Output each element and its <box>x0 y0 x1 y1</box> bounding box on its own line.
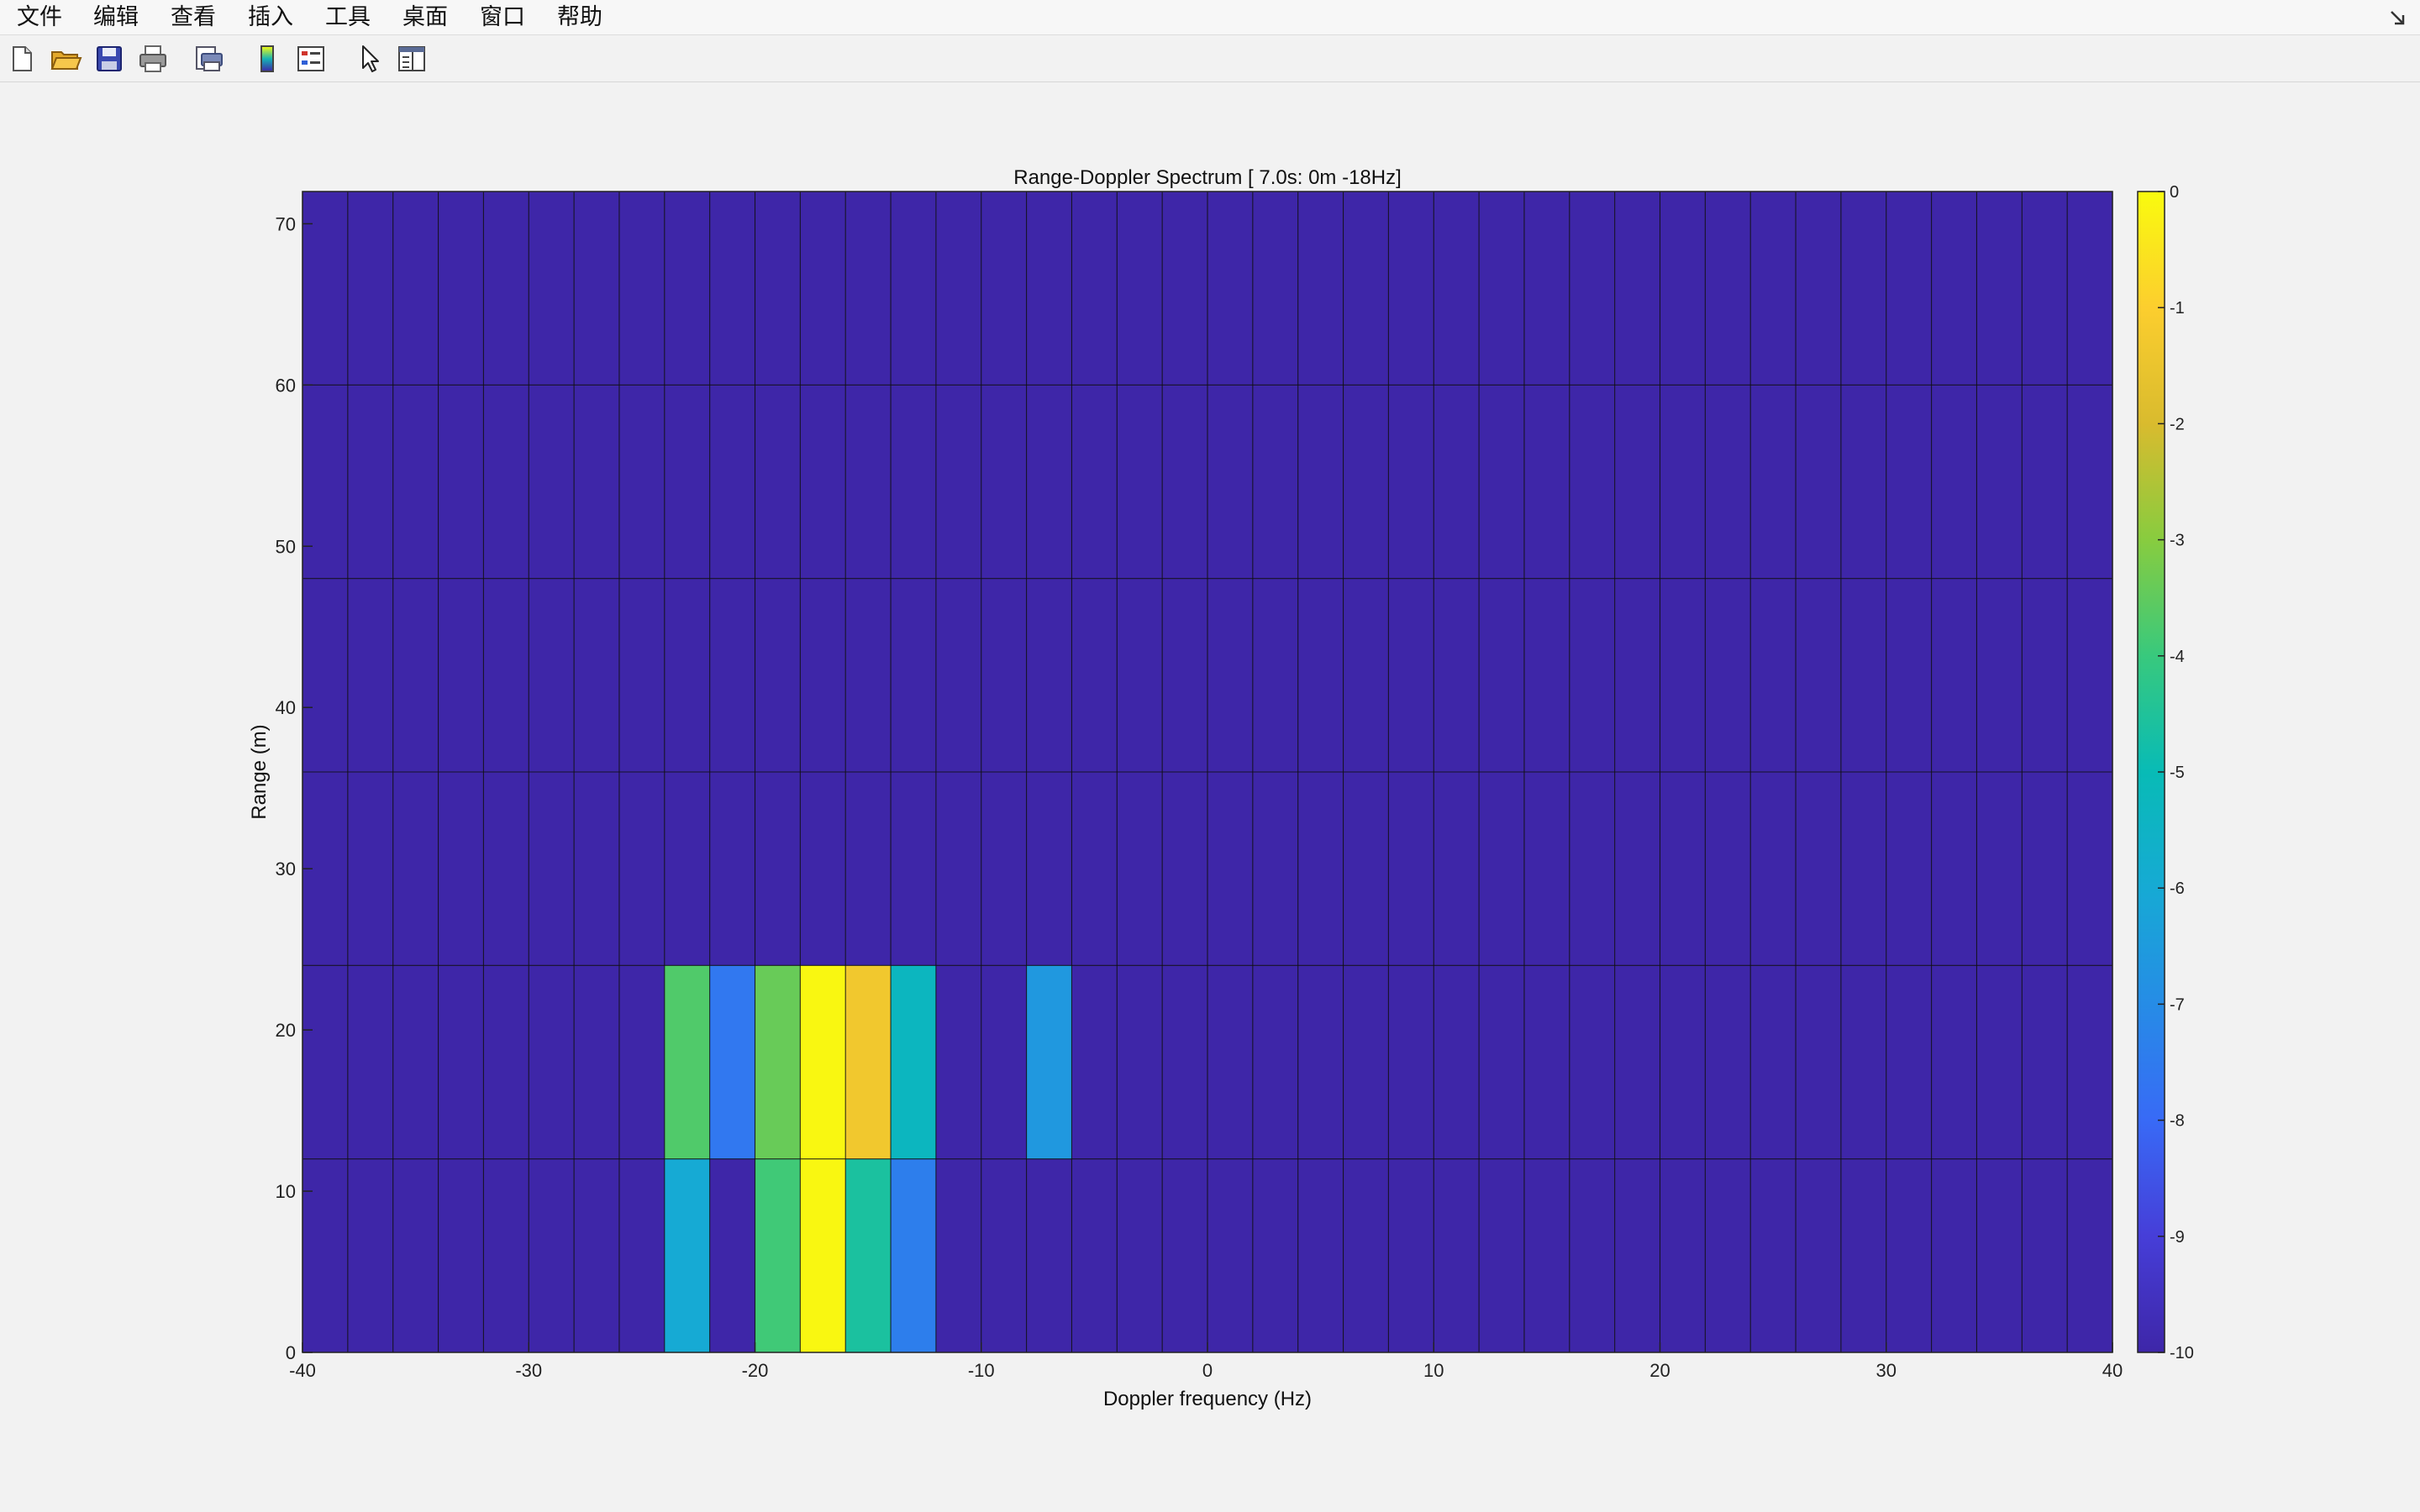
x-tick-label: 10 <box>1423 1360 1444 1381</box>
colorbar-ticks: 0 -1 -2 -3 -4 -5 -6 -7 -8 -9 -10 <box>2158 183 2194 1362</box>
y-tick-label: 40 <box>276 697 296 718</box>
cell-edges <box>302 191 2113 1353</box>
heatmap-cell-5 <box>664 965 710 1159</box>
x-axis-label: Doppler frequency (Hz) <box>1103 1388 1312 1410</box>
menu-insert[interactable]: 插入 <box>248 4 293 30</box>
menu-edit[interactable]: 编辑 <box>93 4 139 30</box>
colorbar-tick-label: -3 <box>2170 532 2185 550</box>
x-tick-label: 40 <box>2102 1360 2123 1381</box>
y-tick-label: 30 <box>276 858 296 879</box>
y-tick-label: 50 <box>276 536 296 557</box>
menu-help[interactable]: 帮助 <box>557 4 602 30</box>
heatmap-cell-10 <box>891 965 936 1159</box>
menu-file[interactable]: 文件 <box>17 4 62 30</box>
y-axis-label: Range (m) <box>248 724 271 819</box>
x-tick-label: -40 <box>289 1360 316 1381</box>
menu-bar: 文件 编辑 查看 插入 工具 桌面 窗口 帮助 <box>0 0 2420 35</box>
heatmap-cell-0 <box>664 1158 710 1352</box>
colorbar-tick-label: -10 <box>2170 1344 2194 1362</box>
colorbar-tick-label: -6 <box>2170 879 2185 898</box>
heatmap-cell-1 <box>755 1158 801 1352</box>
x-tick-label: -30 <box>515 1360 542 1381</box>
colorbar-tick-label: -7 <box>2170 995 2185 1014</box>
y-tick-label: 70 <box>276 213 296 234</box>
colorbar-tick-label: -4 <box>2170 648 2185 666</box>
heatmap-cell-9 <box>845 965 892 1159</box>
colorbar-tick-label: -2 <box>2170 415 2185 433</box>
menu-view[interactable]: 查看 <box>171 4 216 30</box>
print-icon[interactable] <box>136 42 170 76</box>
colorbar-tick-label: -5 <box>2170 764 2185 782</box>
menu-tools[interactable]: 工具 <box>325 4 371 30</box>
heatmap-cell-6 <box>709 965 755 1159</box>
y-tick-label: 20 <box>276 1020 296 1041</box>
heatmap-cell-4 <box>891 1158 936 1352</box>
colorbar-tick-label: -8 <box>2170 1112 2185 1131</box>
x-tick-label: -20 <box>742 1360 769 1381</box>
heatmap-cells <box>664 965 1072 1352</box>
colorbar-tick-label: 0 <box>2170 183 2179 202</box>
x-tick-label: 0 <box>1202 1360 1213 1381</box>
figure-canvas: Range-Doppler Spectrum [ 7.0s: 0m -18Hz]… <box>0 82 2420 1512</box>
menu-desktop[interactable]: 桌面 <box>402 4 448 30</box>
chart-title: Range-Doppler Spectrum [ 7.0s: 0m -18Hz] <box>1013 166 1402 189</box>
property-inspector-icon[interactable] <box>395 42 429 76</box>
heatmap-cell-11 <box>1026 965 1072 1159</box>
x-tick-label: 20 <box>1649 1360 1670 1381</box>
colorbar-tick-label: -1 <box>2170 299 2185 318</box>
y-tick-label: 10 <box>276 1181 296 1202</box>
y-tick-label: 60 <box>276 375 296 396</box>
menu-window[interactable]: 窗口 <box>480 4 525 30</box>
heatmap-cell-2 <box>800 1158 846 1352</box>
print-preview-icon[interactable] <box>192 42 225 76</box>
legend-icon[interactable] <box>294 42 328 76</box>
y-tick-label: 0 <box>286 1342 296 1363</box>
save-icon[interactable] <box>92 42 126 76</box>
heatmap-cell-7 <box>755 965 801 1159</box>
pointer-icon[interactable] <box>353 42 387 76</box>
dock-arrow-icon[interactable] <box>2386 5 2412 30</box>
colorbar-tick-label: -9 <box>2170 1228 2185 1247</box>
open-folder-icon[interactable] <box>49 42 82 76</box>
toolbar <box>0 35 2420 82</box>
x-tick-label: -10 <box>968 1360 995 1381</box>
y-axis: 0 10 20 30 40 50 60 70 <box>276 213 313 1363</box>
x-tick-label: 30 <box>1876 1360 1897 1381</box>
x-axis: -40 -30 -20 -10 0 10 20 30 40 <box>289 1342 2123 1381</box>
colorbar-icon[interactable] <box>250 42 284 76</box>
heatmap-cell-8 <box>800 965 846 1159</box>
heatmap-cell-3 <box>845 1158 892 1352</box>
new-figure-icon[interactable] <box>5 42 39 76</box>
